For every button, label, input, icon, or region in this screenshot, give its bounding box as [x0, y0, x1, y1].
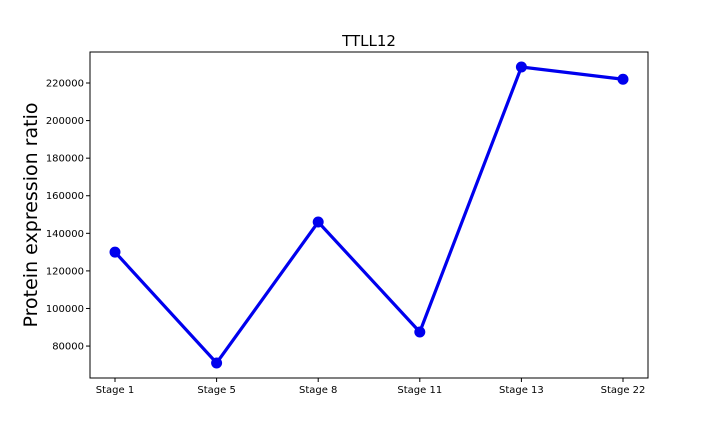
- x-tick-label: Stage 11: [397, 385, 442, 396]
- data-point: [515, 61, 527, 73]
- data-point: [109, 246, 121, 258]
- x-tick-label: Stage 8: [299, 385, 337, 396]
- y-tick-label: 140000: [46, 229, 84, 240]
- y-tick-label: 160000: [46, 191, 84, 202]
- y-tick-label: 180000: [46, 154, 84, 165]
- y-tick-label: 220000: [46, 79, 84, 90]
- plot-frame: [89, 51, 649, 379]
- data-point: [312, 216, 324, 228]
- y-tick-label: 120000: [46, 266, 84, 277]
- data-point: [414, 326, 426, 338]
- y-axis: 80000 100000 120000 140000 160000 180000 20000…: [46, 79, 90, 353]
- x-tick-label: Stage 5: [197, 385, 235, 396]
- y-tick-label: 100000: [46, 304, 84, 315]
- x-tick-label: Stage 1: [96, 385, 134, 396]
- data-point: [211, 357, 223, 369]
- y-axis-label: Protein expression ratio: [20, 103, 42, 328]
- x-tick-label: Stage 13: [499, 385, 544, 396]
- x-tick-label: Stage 22: [601, 385, 646, 396]
- x-axis: Stage 1 Stage 5 Stage 8 Stage 11 Stage 13 Sta…: [96, 378, 646, 396]
- series-line: [113, 65, 624, 366]
- series-layer: [109, 61, 629, 369]
- y-tick-label: 200000: [46, 116, 84, 127]
- y-tick-label: 80000: [52, 342, 84, 353]
- chart-title: TTLL12: [341, 32, 396, 50]
- data-point: [617, 73, 629, 85]
